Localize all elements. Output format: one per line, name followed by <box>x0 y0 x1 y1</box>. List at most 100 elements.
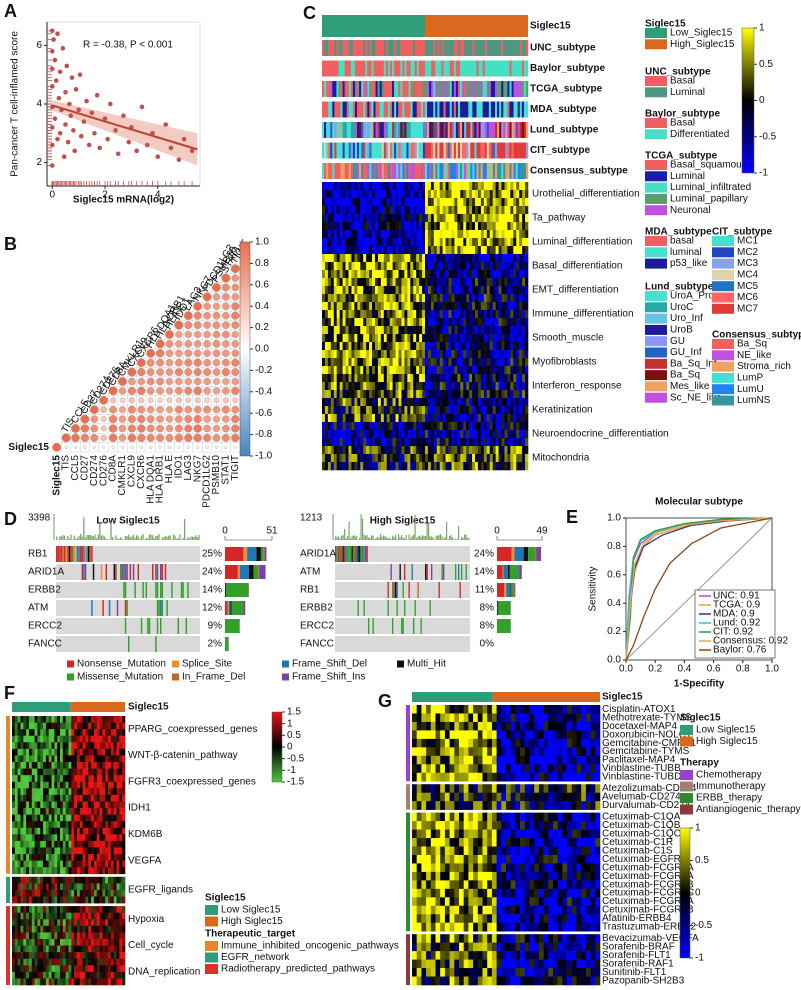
heatmap-cell <box>522 446 526 455</box>
heatmap-cell <box>85 748 89 756</box>
corr-circle <box>231 377 240 386</box>
heatmap-cell <box>110 742 114 750</box>
heatmap-cell <box>504 270 508 279</box>
heatmap-cell <box>419 254 423 263</box>
annotation-cell <box>338 101 341 118</box>
heatmap-cell <box>480 302 485 311</box>
heatmap-cell <box>345 350 349 359</box>
heatmap-cell <box>374 310 379 319</box>
annotation-cell <box>338 40 341 56</box>
heatmap-cell <box>369 342 373 351</box>
heatmap-cell <box>40 762 44 769</box>
heatmap-cell <box>460 270 464 279</box>
heatmap-cell <box>498 398 502 407</box>
colorbar-label: -0.8 <box>255 429 273 440</box>
heatmap-cell <box>102 781 106 789</box>
heatmap-cell <box>23 722 27 730</box>
annotation-cell <box>348 40 352 56</box>
tmb-bar <box>198 534 200 540</box>
x-tick-label: 0 <box>49 190 55 201</box>
row-label: Luminal_differentiation <box>532 237 632 248</box>
mutation-cell <box>338 546 340 562</box>
heatmap-cell <box>480 406 485 415</box>
annotation-cell <box>507 81 510 97</box>
heatmap-cell <box>495 302 499 311</box>
corr-circle <box>165 387 174 395</box>
corr-circle <box>166 397 173 404</box>
heatmap-cell <box>472 342 476 351</box>
annotation-cell <box>505 81 508 97</box>
heatmap-cell <box>439 262 443 271</box>
heatmap-cell <box>342 278 346 287</box>
heatmap-cell <box>372 230 376 239</box>
heatmap-cell <box>96 755 100 763</box>
point <box>71 128 76 133</box>
tmb-bar <box>455 538 457 540</box>
heatmap-cell <box>486 246 491 255</box>
tmb-bar <box>94 534 96 540</box>
annotation-cell <box>427 40 430 56</box>
tmb-bar <box>65 539 67 540</box>
heatmap-cell <box>430 406 435 415</box>
tmb-bar <box>437 535 439 540</box>
heatmap-cell <box>401 454 405 463</box>
heatmap-cell <box>43 788 47 796</box>
corr-circle <box>222 424 230 433</box>
heatmap-cell <box>40 729 44 737</box>
corr-circle <box>222 302 230 311</box>
heatmap-cell <box>475 342 479 351</box>
heatmap-cell <box>372 334 376 343</box>
point <box>69 75 75 80</box>
heatmap-cell <box>454 182 458 191</box>
heatmap-cell <box>436 374 441 383</box>
mutation-cell <box>417 582 419 598</box>
tmb-bar <box>131 536 133 540</box>
point <box>49 163 55 168</box>
heatmap-cell <box>510 190 514 199</box>
heatmap-cell <box>427 222 432 231</box>
heatmap-cell <box>392 406 396 415</box>
heatmap-cell <box>407 262 411 271</box>
heatmap-cell <box>525 238 529 247</box>
tmb-bar <box>89 535 91 540</box>
heatmap-cell <box>472 206 476 215</box>
heatmap-cell <box>486 334 491 343</box>
heatmap-cell <box>492 254 496 263</box>
annotation-cell <box>408 142 411 159</box>
annotation-cell <box>521 163 525 179</box>
mutation-cell <box>83 564 85 580</box>
point <box>139 104 145 110</box>
tmb-bar <box>440 534 442 540</box>
heatmap-cell <box>357 318 361 327</box>
heatmap-cell <box>351 254 355 263</box>
heatmap-cell <box>463 294 467 303</box>
onco-row-bg <box>56 582 200 598</box>
heatmap-cell <box>436 422 441 431</box>
heatmap-cell <box>525 198 529 207</box>
heatmap-cell <box>489 310 493 319</box>
corr-circle <box>212 387 221 395</box>
colorbar <box>741 27 755 174</box>
heatmap-cell <box>430 294 435 303</box>
heatmap-cell <box>410 342 414 351</box>
annotation-cell <box>474 81 477 97</box>
heatmap-cell <box>472 278 476 287</box>
heatmap-cell <box>348 422 352 431</box>
annotation-cell <box>501 163 504 179</box>
heatmap-cell <box>401 374 405 383</box>
heatmap-cell <box>477 406 482 415</box>
heatmap-cell <box>377 182 382 191</box>
corr-circle <box>193 377 202 386</box>
heatmap-cell <box>410 278 414 287</box>
heatmap-cell <box>501 414 505 423</box>
heatmap-cell <box>454 374 458 383</box>
heatmap-cell <box>466 350 470 359</box>
annotation-cell <box>420 163 424 179</box>
onco-row-bg <box>56 564 200 580</box>
heatmap-cell <box>489 462 493 471</box>
corr-circle <box>175 340 183 348</box>
heatmap-cell <box>339 358 343 367</box>
heatmap-cell <box>386 454 390 463</box>
annotation-cell <box>340 142 343 159</box>
annotation-cell <box>383 60 387 77</box>
